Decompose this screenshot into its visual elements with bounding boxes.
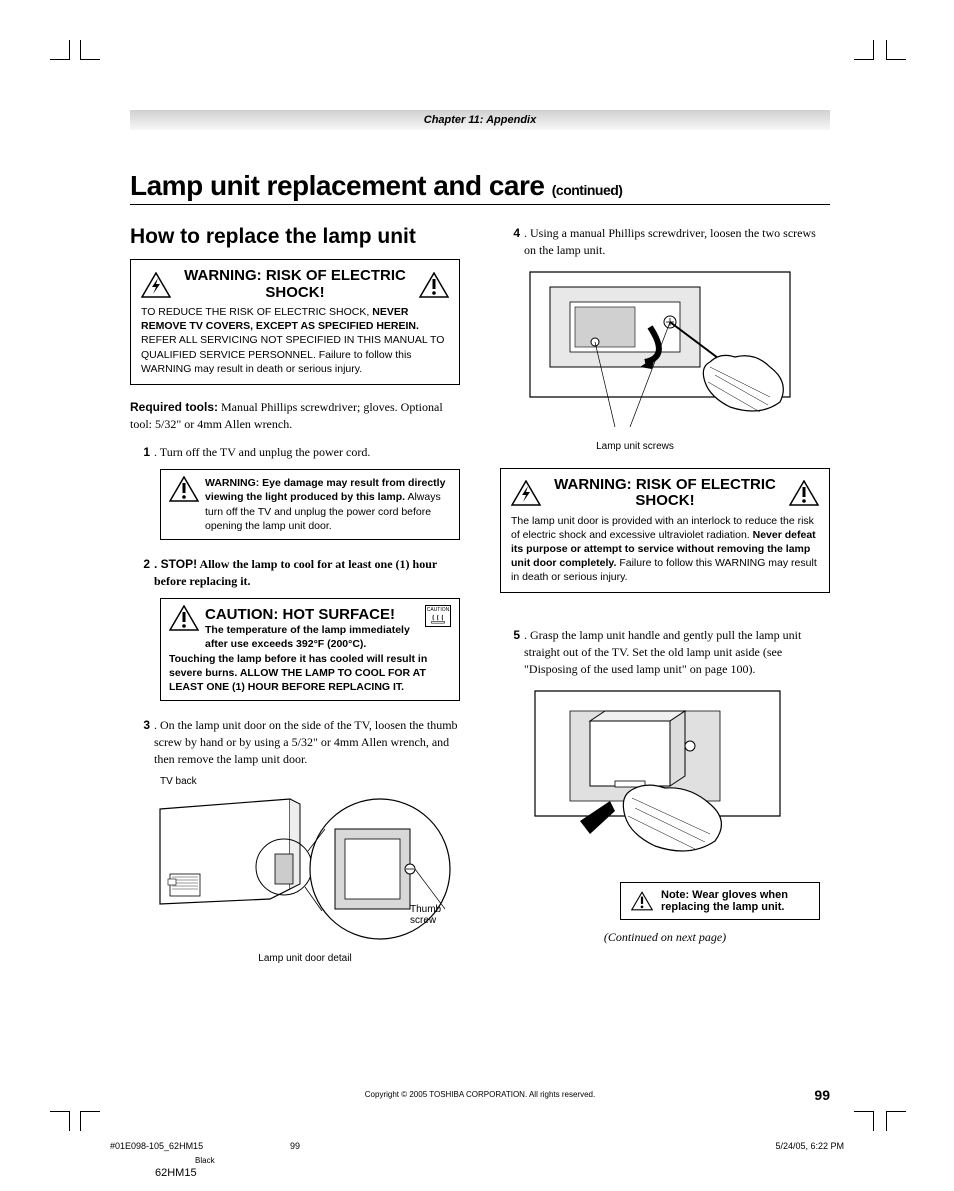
meta-color: Black <box>195 1156 215 1165</box>
warning-header-row: WARNING: RISK OF ELECTRIC SHOCK! <box>141 268 449 301</box>
title-text: Lamp unit replacement and care <box>130 170 552 201</box>
warning-text: TO REDUCE THE RISK OF ELECTRIC SHOCK, <box>141 306 372 318</box>
pull-lamp-diagram <box>520 686 810 866</box>
caution-text-bold: Touching the lamp before it has cooled w… <box>169 653 451 694</box>
step-text: . On the lamp unit door on the side of t… <box>154 717 460 767</box>
screwdriver-diagram <box>520 267 810 437</box>
step-2: 2 . STOP! Allow the lamp to cool for at … <box>130 556 460 590</box>
figure-pull-lamp <box>520 686 830 866</box>
step-text: . Turn off the TV and unplug the power c… <box>154 444 460 461</box>
left-column: How to replace the lamp unit WARNING: RI… <box>130 225 460 980</box>
hot-surface-icon: CAUTION <box>425 605 451 627</box>
warning-box-shock-2: WARNING: RISK OF ELECTRIC SHOCK! The lam… <box>500 468 830 594</box>
stop-label: . STOP! <box>154 557 197 571</box>
step-3: 3 . On the lamp unit door on the side of… <box>130 717 460 767</box>
meta-page-num: 99 <box>290 1141 300 1151</box>
two-column-layout: How to replace the lamp unit WARNING: RI… <box>130 225 830 980</box>
crop-mark <box>886 40 906 60</box>
warning-triangle-icon <box>169 476 199 502</box>
step-number: 4 <box>500 225 524 259</box>
step-4: 4 . Using a manual Phillips screwdriver,… <box>500 225 830 259</box>
step-text-bold: Allow the lamp to cool for at least one … <box>154 557 437 588</box>
crop-mark <box>854 40 874 60</box>
step-1: 1 . Turn off the TV and unplug the power… <box>130 444 460 461</box>
required-tools: Required tools: Manual Phillips screwdri… <box>130 399 460 433</box>
page-content: Chapter 11: Appendix Lamp unit replaceme… <box>130 110 830 980</box>
shock-triangle-icon <box>511 480 541 506</box>
warning-triangle-icon <box>419 272 449 298</box>
continued-text: (Continued on next page) <box>500 930 830 945</box>
warning-heading: WARNING: RISK OF ELECTRIC SHOCK! <box>179 268 411 301</box>
caution-box-hot: CAUTION: HOT SURFACE! The temperature of… <box>160 598 460 702</box>
step-number: 3 <box>130 717 154 767</box>
caution-text-bold: The temperature of the lamp immediately … <box>205 624 419 651</box>
page-title: Lamp unit replacement and care (continue… <box>130 170 830 205</box>
warning-label: WARNING: <box>205 477 259 489</box>
warning-heading: WARNING: RISK OF ELECTRIC SHOCK! <box>549 477 781 510</box>
caution-heading: CAUTION: HOT SURFACE! <box>205 605 419 625</box>
meta-model: 62HM15 <box>155 1167 197 1179</box>
crop-mark <box>854 1111 874 1131</box>
figure-caption: Lamp unit door detail <box>150 953 460 964</box>
crop-mark <box>50 40 70 60</box>
warning-box-shock-1: WARNING: RISK OF ELECTRIC SHOCK! TO REDU… <box>130 259 460 385</box>
crop-mark <box>80 1111 100 1131</box>
warning-triangle-icon <box>631 891 653 911</box>
note-box-gloves: Note: Wear gloves when replacing the lam… <box>620 882 820 920</box>
print-meta-row: #01E098-105_62HM15 99 5/24/05, 6:22 PM <box>110 1141 844 1151</box>
figure-caption: Lamp unit screws <box>440 441 830 452</box>
figure-screwdriver: Lamp unit screws <box>520 267 830 452</box>
right-column: 4 . Using a manual Phillips screwdriver,… <box>500 225 830 980</box>
crop-mark <box>886 1111 906 1131</box>
copyright-text: Copyright © 2005 TOSHIBA CORPORATION. Al… <box>365 1090 595 1099</box>
meta-filename: #01E098-105_62HM15 <box>110 1141 203 1151</box>
shock-triangle-icon <box>141 272 171 298</box>
step-number: 2 <box>130 556 154 590</box>
warning-triangle-icon <box>789 480 819 506</box>
step-text: . Using a manual Phillips screwdriver, l… <box>524 225 830 259</box>
warning-triangle-icon <box>169 605 199 631</box>
step-number: 1 <box>130 444 154 461</box>
note-text: Note: Wear gloves when replacing the lam… <box>661 889 809 913</box>
warning-text: REFER ALL SERVICING NOT SPECIFIED IN THI… <box>141 334 444 374</box>
footer: Copyright © 2005 TOSHIBA CORPORATION. Al… <box>130 1090 830 1099</box>
figure-label-thumb-screw: Thumb screw <box>410 904 450 926</box>
crop-mark <box>80 40 100 60</box>
step-text: . Grasp the lamp unit handle and gently … <box>524 627 830 677</box>
warning-box-eye: WARNING: Eye damage may result from dire… <box>160 469 460 540</box>
chapter-header: Chapter 11: Appendix <box>130 110 830 130</box>
title-continued: (continued) <box>552 182 623 198</box>
step-text: . STOP! Allow the lamp to cool for at le… <box>154 556 460 590</box>
step-5: 5 . Grasp the lamp unit handle and gentl… <box>500 627 830 677</box>
page-number: 99 <box>814 1087 830 1103</box>
required-label: Required tools: <box>130 400 218 414</box>
meta-timestamp: 5/24/05, 6:22 PM <box>775 1141 844 1151</box>
step-number: 5 <box>500 627 524 677</box>
figure-label-tv-back: TV back <box>160 776 460 787</box>
crop-mark <box>50 1111 70 1131</box>
warning-header-row: WARNING: RISK OF ELECTRIC SHOCK! <box>511 477 819 510</box>
figure-lamp-door: TV back <box>150 776 460 964</box>
heat-waves-icon <box>426 613 450 624</box>
section-title: How to replace the lamp unit <box>130 225 460 249</box>
